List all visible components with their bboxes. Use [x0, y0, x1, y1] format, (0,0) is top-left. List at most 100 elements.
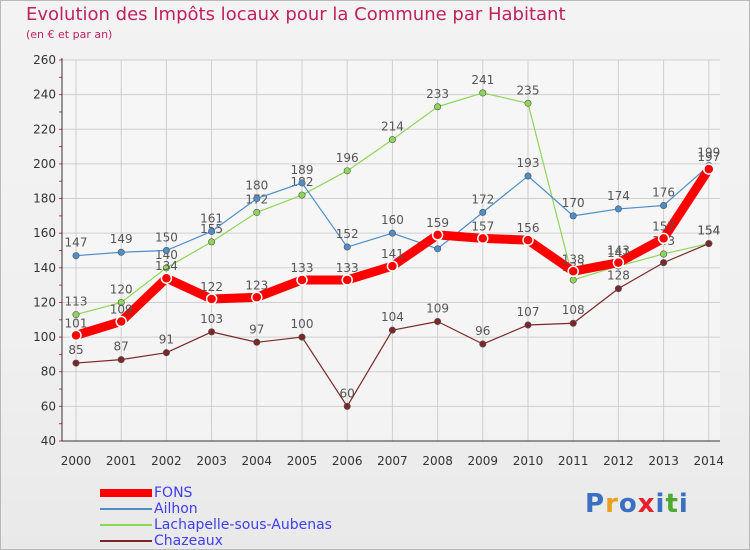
data-label: 109: [110, 303, 133, 317]
data-point: [117, 356, 125, 364]
data-label: 233: [426, 87, 449, 101]
legend-item: Chazeaux: [100, 533, 360, 549]
x-tick-label: 2007: [377, 454, 408, 468]
data-label: 157: [471, 219, 494, 233]
data-label: 189: [291, 163, 314, 177]
x-tick-label: 2002: [151, 454, 182, 468]
data-label: 91: [159, 333, 174, 347]
y-tick-label: 240: [33, 88, 56, 102]
x-tick-label: 2004: [242, 454, 273, 468]
data-label: 160: [381, 213, 404, 227]
data-point: [569, 276, 577, 284]
legend-label: Chazeaux: [154, 533, 223, 549]
x-tick-label: 2005: [287, 454, 318, 468]
data-point: [660, 250, 668, 258]
data-point: [72, 359, 80, 367]
x-tick-label: 2013: [648, 454, 679, 468]
x-tick-label: 2014: [694, 454, 725, 468]
data-point: [434, 245, 442, 253]
data-point: [162, 264, 170, 272]
data-label: 197: [697, 150, 720, 164]
data-label: 152: [336, 227, 359, 241]
data-point: [614, 205, 622, 213]
data-point: [479, 89, 487, 97]
x-tick-label: 2000: [61, 454, 92, 468]
data-label: 96: [475, 324, 490, 338]
data-point: [388, 136, 396, 144]
data-label: 161: [200, 211, 223, 225]
data-label: 133: [336, 261, 359, 275]
data-point: [298, 191, 306, 199]
data-label: 159: [426, 216, 449, 230]
data-point: [162, 349, 170, 357]
data-label: 133: [291, 261, 314, 275]
data-label: 157: [652, 219, 675, 233]
data-label: 150: [155, 231, 178, 245]
data-point: [569, 319, 577, 327]
y-tick-label: 220: [33, 122, 56, 136]
data-point: [657, 232, 670, 245]
data-label: 60: [340, 386, 355, 400]
legend-label: Ailhon: [154, 501, 198, 517]
data-label: 143: [607, 244, 630, 258]
x-tick-label: 2001: [106, 454, 137, 468]
y-tick-label: 180: [33, 192, 56, 206]
legend-swatch: [100, 524, 152, 526]
data-point: [434, 318, 442, 326]
data-label: 154: [697, 224, 720, 238]
data-point: [72, 311, 80, 319]
chart-subtitle: (en € et par an): [26, 28, 113, 41]
data-point: [524, 172, 532, 180]
data-point: [524, 99, 532, 107]
data-point: [612, 256, 625, 269]
data-point: [298, 179, 306, 187]
data-label: 128: [607, 269, 630, 283]
y-tick-label: 200: [33, 157, 56, 171]
data-point: [434, 103, 442, 111]
y-tick-label: 80: [41, 365, 56, 379]
data-point: [386, 260, 399, 272]
data-label: 170: [562, 196, 585, 210]
data-label: 235: [517, 83, 540, 97]
data-point: [160, 272, 173, 284]
data-label: 122: [200, 280, 223, 294]
data-label: 241: [471, 73, 494, 87]
data-label: 196: [336, 151, 359, 165]
data-point: [253, 338, 261, 346]
data-label: 141: [381, 247, 404, 261]
data-point: [162, 247, 170, 255]
data-point: [524, 321, 532, 329]
legend-item: Ailhon: [100, 501, 360, 517]
data-point: [115, 315, 127, 328]
legend-item: FONS: [100, 485, 360, 501]
data-label: 113: [65, 295, 88, 309]
data-label: 176: [652, 185, 675, 199]
legend-swatch: [100, 508, 152, 510]
legend-label: Lachapelle-sous-Aubenas: [154, 517, 332, 533]
x-tick-label: 2009: [468, 454, 499, 468]
data-label: 214: [381, 120, 404, 134]
y-tick-label: 40: [41, 434, 56, 448]
data-point: [343, 243, 351, 251]
data-point: [70, 329, 82, 342]
legend-swatch: [100, 540, 152, 542]
data-label: 138: [562, 252, 585, 266]
data-label: 109: [426, 302, 449, 316]
plot-area: [62, 60, 720, 441]
y-tick-label: 140: [33, 261, 56, 275]
data-point: [296, 274, 308, 286]
data-point: [388, 326, 396, 334]
x-tick-label: 2003: [196, 454, 227, 468]
data-label: 193: [517, 156, 540, 170]
chart-title: Evolution des Impôts locaux pour la Comm…: [26, 4, 566, 25]
data-point: [705, 240, 713, 248]
legend-swatch: [100, 489, 152, 497]
x-tick-label: 2012: [603, 454, 634, 468]
data-label: 199: [697, 146, 720, 160]
y-tick-label: 120: [33, 295, 56, 309]
legend-label: FONS: [154, 485, 193, 501]
data-point: [431, 229, 444, 241]
data-point: [703, 163, 715, 175]
x-tick-label: 2010: [513, 454, 544, 468]
